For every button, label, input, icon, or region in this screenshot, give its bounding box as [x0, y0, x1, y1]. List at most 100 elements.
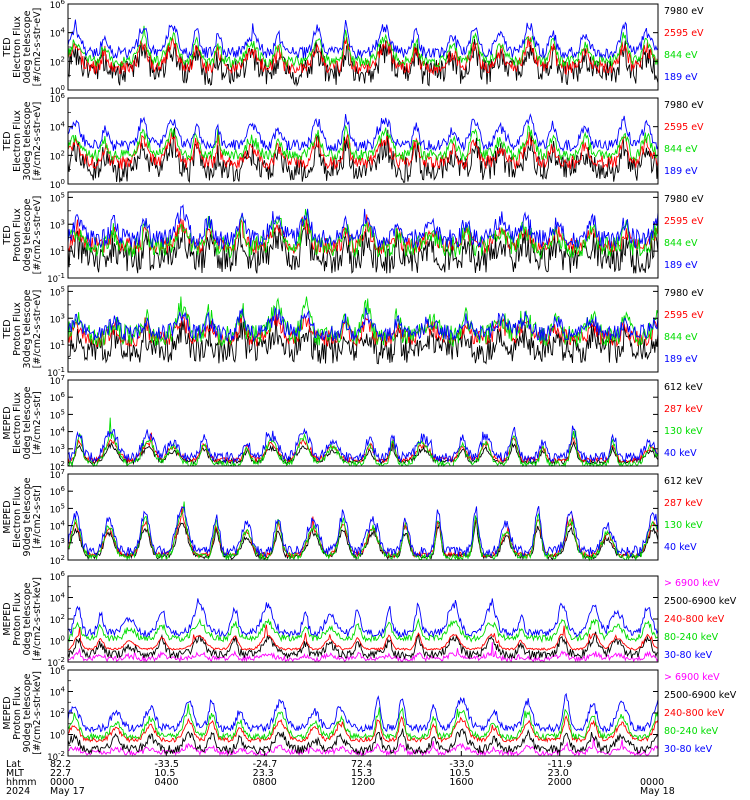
y-tick-label: 10-1	[47, 272, 65, 285]
x-tick-label: 0800	[253, 777, 277, 788]
x-tick-label: -33.0	[449, 759, 474, 770]
y-axis-label: MEPED	[2, 500, 13, 533]
y-tick-label: 104	[50, 426, 66, 439]
y-axis-label: Proton Flux	[12, 302, 23, 356]
y-tick-label: 106	[50, 391, 66, 404]
legend-entry: 7980 eV	[664, 6, 704, 17]
legend-entry: 40 keV	[664, 448, 697, 459]
series-line-8-4	[67, 703, 659, 742]
series-line-2-4	[67, 113, 659, 152]
y-tick-label: 103	[50, 312, 65, 325]
x-tick-label: 10.5	[154, 768, 175, 779]
legend-entry: 7980 eV	[664, 100, 704, 111]
series-line-7-4	[67, 617, 659, 644]
legend-entry: 844 eV	[664, 332, 698, 343]
y-axis-label: 90deg telescope	[22, 477, 33, 556]
y-tick-label: 103	[50, 537, 65, 550]
y-axis-label: MEPED	[2, 406, 13, 439]
series-line-6-4	[67, 506, 659, 558]
legend-entry: 2595 eV	[664, 310, 704, 321]
y-axis-label: Proton Flux	[12, 592, 23, 646]
y-tick-label: 102	[50, 613, 65, 626]
y-tick-label: 104	[50, 686, 66, 699]
legend-entry: 189 eV	[664, 166, 698, 177]
x-tick-label: May 18	[640, 786, 675, 797]
y-tick-label: 101	[50, 339, 65, 352]
x-row-label: 2024	[6, 786, 30, 797]
legend-entry: 2595 eV	[664, 122, 704, 133]
legend-entry: 287 keV	[664, 498, 703, 509]
x-tick-label: 0000	[640, 777, 664, 788]
y-axis-label: [#/cm2-s-str]	[32, 391, 43, 454]
y-tick-label: 104	[50, 592, 66, 605]
y-axis-label: [#/cm2-s-str-keV]	[32, 671, 43, 755]
y-axis-label: Electron Flux	[12, 392, 23, 454]
series-line-5-3	[67, 417, 659, 468]
y-tick-label: 106	[50, 485, 66, 498]
series-line-7-2	[67, 631, 659, 661]
legend-entry: 612 keV	[664, 476, 703, 487]
series-line-7-3	[67, 624, 658, 652]
plot-frame	[67, 379, 659, 467]
y-axis-label: [#/cm2-s-str-eV]	[32, 290, 43, 369]
x-tick-label: 1200	[351, 777, 375, 788]
y-axis-label: TED	[2, 131, 13, 151]
x-tick-label: 0000	[50, 777, 74, 788]
legend-entry: 612 keV	[664, 382, 703, 393]
x-tick-label: -33.5	[154, 759, 179, 770]
x-tick-label: 72.4	[351, 759, 372, 770]
legend-entry: 189 eV	[664, 260, 698, 271]
legend-entry: 240-800 keV	[664, 614, 725, 625]
y-tick-label: 106	[50, 0, 66, 11]
panel-3: 10-1 101 103 105 TED Proton Flux 0deg telescop…	[2, 191, 704, 285]
x-tick-label: 2000	[548, 777, 572, 788]
y-axis-label: [#/cm2-s-str-eV]	[32, 196, 43, 275]
y-tick-label: 103	[50, 218, 65, 231]
series-line-1-4	[67, 19, 659, 60]
series-line-1-3	[67, 25, 659, 69]
series-line-3-4	[67, 204, 659, 250]
series-line-1-1	[67, 39, 659, 87]
series-line-2-2	[67, 131, 659, 170]
y-axis-label: 90deg telescope	[22, 673, 33, 752]
y-axis-label: TED	[2, 37, 13, 57]
x-row-label: hhmm	[6, 777, 37, 788]
x-tick-label: 15.3	[351, 768, 372, 779]
y-axis-label: MEPED	[2, 696, 13, 729]
x-tick-label: 10.5	[449, 768, 470, 779]
legend-entry: > 6900 keV	[664, 672, 720, 683]
y-axis-label: 0deg telescope	[22, 198, 33, 271]
y-tick-label: 102	[50, 554, 65, 567]
y-tick-label: 105	[50, 191, 65, 204]
legend-entry: 40 keV	[664, 542, 697, 553]
y-tick-label: 106	[50, 570, 66, 583]
plot-frame	[67, 191, 659, 279]
y-axis-label: 30deg telescope	[22, 101, 33, 180]
series-line-4-4	[67, 306, 659, 343]
y-axis-label: Proton Flux	[12, 686, 23, 740]
legend-entry: 2500-6900 keV	[664, 690, 737, 701]
legend-entry: 2595 eV	[664, 216, 704, 227]
y-tick-label: 100	[50, 178, 65, 191]
y-axis-label: Electron Flux	[12, 16, 23, 78]
x-tick-label: 0400	[154, 777, 178, 788]
x-tick-label: 1600	[449, 777, 473, 788]
legend-entry: 7980 eV	[664, 288, 704, 299]
y-tick-label: 102	[50, 149, 65, 162]
y-tick-label: 102	[50, 55, 65, 68]
y-tick-label: 100	[50, 635, 65, 648]
y-tick-label: 103	[50, 443, 65, 456]
y-axis-label: [#/cm2-s-str-eV]	[32, 8, 43, 87]
series-line-3-1	[67, 223, 659, 274]
y-axis-label: 0deg telescope	[22, 582, 33, 655]
y-axis-label: TED	[2, 319, 13, 339]
legend-entry: 189 eV	[664, 72, 698, 83]
y-axis-label: 30deg telescope	[22, 289, 33, 368]
plot-frame	[67, 3, 659, 91]
